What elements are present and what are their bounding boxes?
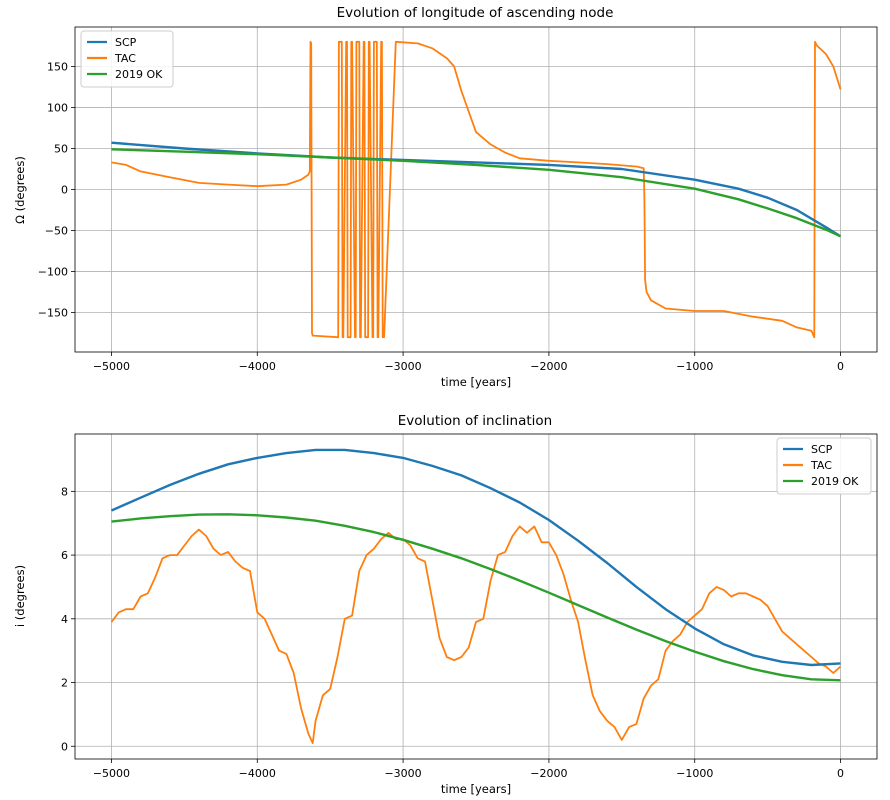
y-tick-label: 0 — [61, 184, 68, 197]
series-line-scp — [111, 448, 841, 667]
x-tick-label: −1000 — [676, 767, 713, 780]
y-axis-label: i (degrees) — [13, 565, 27, 627]
x-tick-label: −4000 — [239, 767, 276, 780]
y-tick-label: 2 — [61, 677, 68, 690]
x-tick-label: −5000 — [93, 767, 130, 780]
chart-title: Evolution of inclination — [398, 413, 552, 429]
x-tick-label: −2000 — [530, 767, 567, 780]
legend-label-2019-ok: 2019 OK — [811, 475, 859, 488]
y-tick-label: 150 — [47, 60, 68, 73]
x-tick-label: −3000 — [384, 360, 421, 373]
y-ticks: −150 −100 −50 0 50 100 150 — [38, 60, 75, 320]
x-tick-label: −1000 — [676, 360, 713, 373]
y-ticks: 0 2 4 6 8 — [61, 485, 75, 753]
series-group — [111, 40, 842, 339]
legend-label-scp: SCP — [115, 36, 137, 49]
plot-frame — [74, 433, 878, 760]
x-tick-label: 0 — [837, 767, 844, 780]
series-group — [110, 448, 842, 744]
legend-label-tac: TAC — [114, 52, 136, 65]
x-tick-label: −4000 — [239, 360, 276, 373]
y-tick-label: 8 — [61, 485, 68, 498]
series-line-tac — [110, 525, 842, 744]
chart-longitude-ascending-node: Evolution of longitude of ascending node… — [13, 5, 878, 389]
series-line-2019-ok — [111, 513, 841, 682]
legend-label-tac: TAC — [810, 459, 832, 472]
series-line-tac — [111, 40, 842, 339]
series-line-2019-ok — [111, 148, 841, 238]
x-tick-label: −2000 — [530, 360, 567, 373]
y-tick-label: 4 — [61, 613, 68, 626]
x-tick-label: −3000 — [384, 767, 421, 780]
chart-title: Evolution of longitude of ascending node — [337, 5, 614, 21]
legend-label-scp: SCP — [811, 443, 833, 456]
legend-label-2019-ok: 2019 OK — [115, 68, 163, 81]
x-axis-label: time [years] — [441, 375, 511, 389]
y-tick-label: −150 — [38, 307, 68, 320]
legend: SCP TAC 2019 OK — [80, 30, 174, 88]
y-axis-label: Ω (degrees) — [13, 156, 27, 224]
y-tick-label: 50 — [54, 142, 68, 155]
y-tick-label: 100 — [47, 101, 68, 114]
legend: SCP TAC 2019 OK — [776, 437, 872, 495]
plot-area — [75, 434, 877, 759]
chart-inclination: Evolution of inclination −5000 −4000 −3000… — [13, 413, 878, 796]
y-tick-label: 0 — [61, 740, 68, 753]
x-tick-label: −5000 — [93, 360, 130, 373]
y-tick-label: −50 — [45, 225, 68, 238]
x-axis-label: time [years] — [441, 782, 511, 796]
y-tick-label: 6 — [61, 549, 68, 562]
y-tick-label: −100 — [38, 266, 68, 279]
x-tick-label: 0 — [837, 360, 844, 373]
x-ticks: −5000 −4000 −3000 −2000 −1000 0 — [93, 759, 844, 780]
x-ticks: −5000 −4000 −3000 −2000 −1000 0 — [93, 352, 844, 373]
